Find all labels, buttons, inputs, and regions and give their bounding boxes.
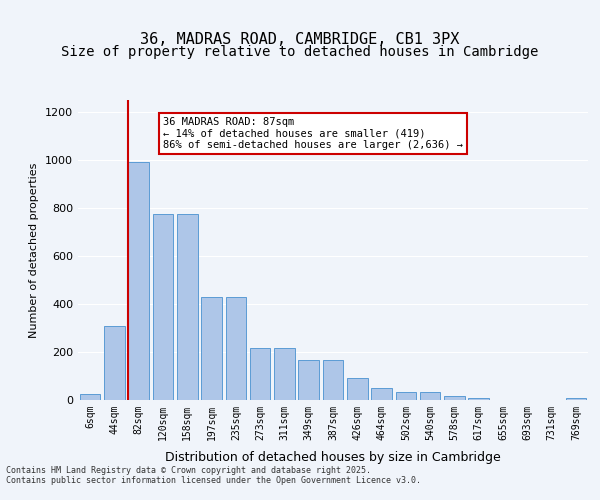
- Bar: [444, 396, 465, 400]
- Bar: [298, 360, 319, 400]
- X-axis label: Distribution of detached houses by size in Cambridge: Distribution of detached houses by size …: [165, 451, 501, 464]
- Bar: [80, 394, 100, 400]
- Bar: [469, 398, 489, 400]
- Bar: [274, 348, 295, 400]
- Bar: [152, 214, 173, 400]
- Bar: [201, 297, 222, 400]
- Y-axis label: Number of detached properties: Number of detached properties: [29, 162, 40, 338]
- Bar: [177, 214, 197, 400]
- Text: 36, MADRAS ROAD, CAMBRIDGE, CB1 3PX: 36, MADRAS ROAD, CAMBRIDGE, CB1 3PX: [140, 32, 460, 48]
- Bar: [420, 392, 440, 400]
- Bar: [566, 398, 586, 400]
- Bar: [347, 378, 368, 400]
- Bar: [371, 388, 392, 400]
- Bar: [323, 360, 343, 400]
- Text: 36 MADRAS ROAD: 87sqm
← 14% of detached houses are smaller (419)
86% of semi-det: 36 MADRAS ROAD: 87sqm ← 14% of detached …: [163, 117, 463, 150]
- Bar: [395, 392, 416, 400]
- Bar: [128, 162, 149, 400]
- Text: Size of property relative to detached houses in Cambridge: Size of property relative to detached ho…: [61, 45, 539, 59]
- Bar: [250, 348, 271, 400]
- Bar: [104, 326, 125, 400]
- Bar: [226, 297, 246, 400]
- Text: Contains HM Land Registry data © Crown copyright and database right 2025.
Contai: Contains HM Land Registry data © Crown c…: [6, 466, 421, 485]
